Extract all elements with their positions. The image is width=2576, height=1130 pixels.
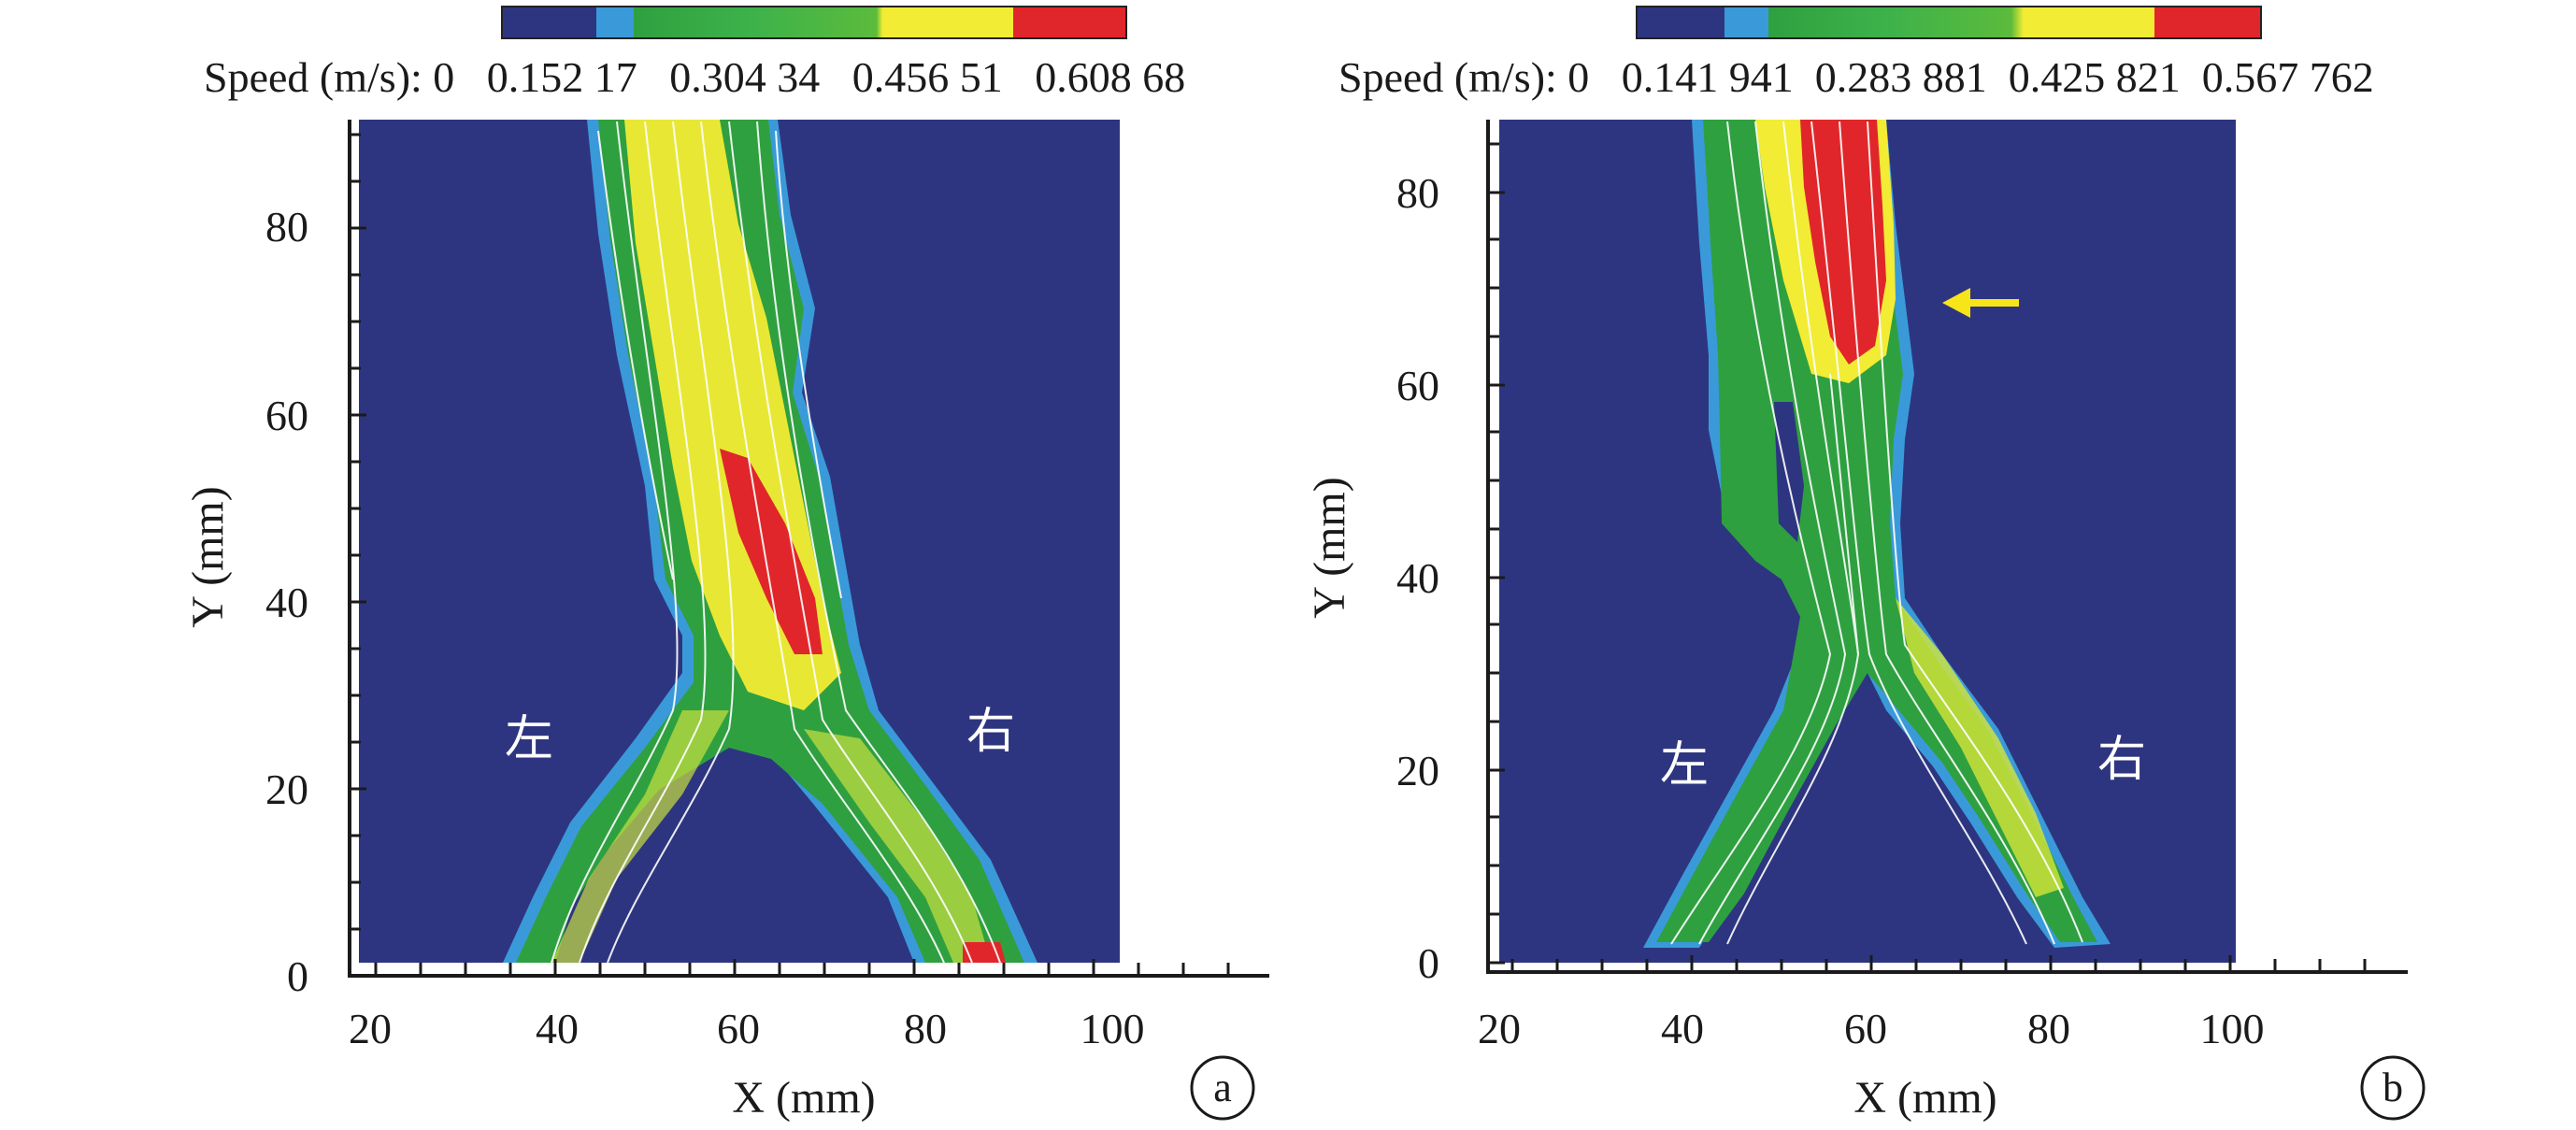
- vessel-peak-a: [720, 449, 823, 654]
- left-branch-label-b: 左: [1660, 737, 1709, 794]
- colorbar-label-b: Speed (m/s): 0 0.141 941 0.283 881 0.425…: [1338, 52, 2374, 102]
- flow-field-plot-a: 0 20 40 60 80 20 40 60 80 100 X (mm) Y (…: [183, 120, 1269, 1123]
- colorbar-ticks-a: 0 0.152 17 0.304 34 0.456 51 0.608 68: [433, 53, 1186, 101]
- panel-letter-a: a: [1213, 1065, 1232, 1110]
- panel-letter-circle-a: [1190, 1055, 1255, 1121]
- right-branch-label-a: 右: [966, 704, 1015, 760]
- y-axis-ticks-b: [1488, 142, 1505, 965]
- left-branch-label-a: 左: [505, 711, 553, 767]
- x-axis-ticks-a: [374, 959, 1230, 976]
- x-tick-a-100: 100: [1080, 1005, 1145, 1052]
- y-tick-b-60: 60: [1396, 362, 1439, 409]
- y-tick-a-80: 80: [265, 203, 308, 250]
- x-tick-a-20: 20: [349, 1005, 392, 1052]
- vessel-gap-b: [1774, 402, 1804, 542]
- y-tick-b-40: 40: [1396, 554, 1439, 602]
- x-tick-b-40: 40: [1661, 1005, 1704, 1052]
- colorbar-title-a: Speed (m/s):: [204, 53, 422, 101]
- y-tick-b-80: 80: [1396, 169, 1439, 217]
- x-tick-a-80: 80: [904, 1005, 947, 1052]
- x-tick-a-60: 60: [717, 1005, 760, 1052]
- x-axis-title-a: X (mm): [732, 1073, 875, 1123]
- panel-b: Speed (m/s): 0 0.141 941 0.283 881 0.425…: [1288, 0, 2576, 1130]
- x-tick-b-60: 60: [1844, 1005, 1887, 1052]
- y-tick-a-40: 40: [265, 579, 308, 626]
- x-tick-b-100: 100: [2200, 1005, 2265, 1052]
- y-axis-ticks-a: [350, 133, 366, 978]
- streamlines-b: [1670, 121, 2083, 945]
- colorbar-b: [1636, 6, 2262, 39]
- colorbar-ticks-b: 0 0.141 941 0.283 881 0.425 821 0.567 76…: [1567, 53, 2374, 101]
- colorbar-title-b: Speed (m/s):: [1338, 53, 1557, 101]
- vessel-yellow-right-branch-b: [1896, 598, 2064, 897]
- x-tick-b-80: 80: [2027, 1005, 2070, 1052]
- panel-letter-b: b: [2383, 1065, 2403, 1110]
- colorbar-label-a: Speed (m/s): 0 0.152 17 0.304 34 0.456 5…: [204, 52, 1185, 102]
- x-tick-a-40: 40: [536, 1005, 579, 1052]
- y-tick-b-0: 0: [1418, 939, 1439, 987]
- panel-letter-circle-b: [2360, 1055, 2426, 1121]
- y-axis-title-a: Y (mm): [183, 486, 233, 628]
- panel-a: Speed (m/s): 0 0.152 17 0.304 34 0.456 5…: [183, 6, 1269, 1123]
- axes-b: [1486, 120, 2408, 974]
- x-axis-title-b: X (mm): [1853, 1073, 1996, 1123]
- annotation-arrow-b: [1942, 288, 2019, 318]
- flow-field-plot-b: 0 20 40 60 80 20 40 60 80 100 X (mm) Y (…: [1305, 120, 2426, 1123]
- y-tick-a-20: 20: [265, 765, 308, 813]
- colorbar-a: [501, 6, 1127, 39]
- streamlines-a: [551, 121, 1001, 964]
- right-branch-label-b: 右: [2097, 732, 2146, 788]
- y-tick-b-20: 20: [1396, 747, 1439, 794]
- y-tick-a-0: 0: [287, 952, 308, 1000]
- y-axis-title-b: Y (mm): [1305, 477, 1354, 619]
- x-tick-b-20: 20: [1478, 1005, 1521, 1052]
- y-tick-a-60: 60: [265, 392, 308, 439]
- axes-a: [348, 120, 1269, 978]
- vessel-peak-b: [1800, 120, 1886, 365]
- x-axis-ticks-b: [1510, 955, 2367, 972]
